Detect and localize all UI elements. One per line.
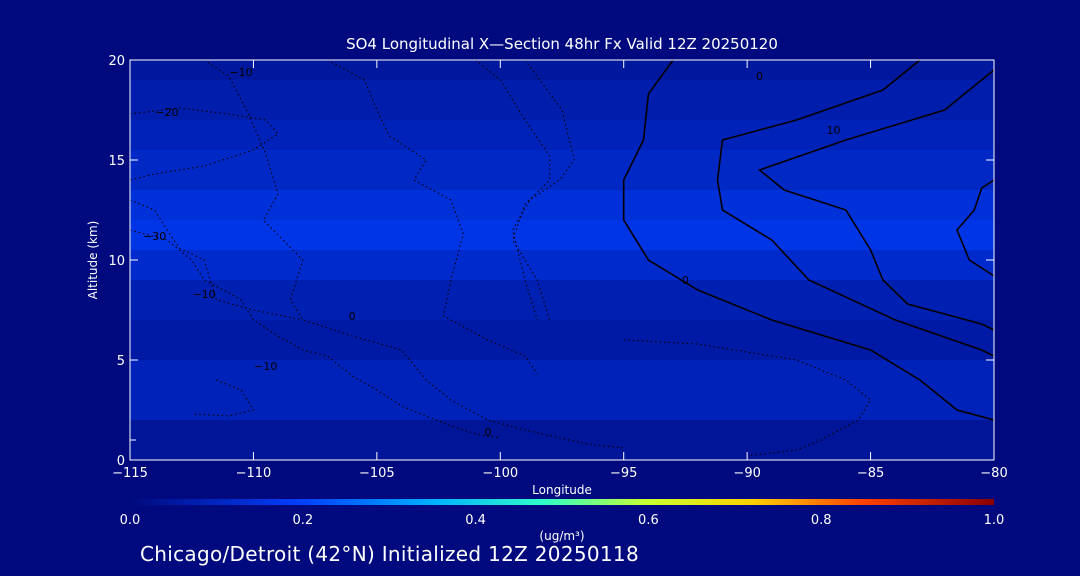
contour-line-solid [956, 179, 994, 277]
contour-label: −20 [155, 106, 178, 119]
chart-title: SO4 Longitudinal X—Section 48hr Fx Valid… [346, 35, 778, 53]
contour-line-dotted [130, 199, 303, 321]
contour-label: 10 [827, 124, 841, 137]
filled-contour-bands [130, 60, 994, 460]
colorbar-tick-label: 0.8 [811, 513, 832, 528]
x-tick-label: −115 [112, 466, 148, 481]
y-tick-label: 20 [108, 54, 125, 69]
filled-band [130, 360, 994, 420]
contour-label: 0 [682, 274, 689, 287]
contour-labels: −10 −20 −30 −10 −10 0 0 0 10 0 [143, 66, 840, 439]
x-tick-label: −95 [610, 466, 637, 481]
y-tick-label: 10 [108, 254, 125, 269]
contour-label: −10 [192, 288, 215, 301]
contour-line-dotted [130, 107, 279, 181]
filled-band [130, 190, 994, 220]
filled-band [130, 150, 994, 190]
y-axis-label: Altitude (km) [86, 221, 100, 300]
contour-label: 0 [756, 70, 763, 83]
colorbar-label: (ug/m³) [539, 529, 584, 543]
filled-band [130, 320, 994, 360]
contour-line-solid [757, 69, 994, 331]
contour-line-dotted [623, 339, 872, 457]
contour-line-dotted [191, 379, 255, 417]
contour-line-dotted [130, 229, 501, 439]
filled-band [130, 80, 994, 120]
contour-label: −10 [254, 360, 277, 373]
colorbar-tick-label: 0.2 [292, 513, 313, 528]
x-tick-label: −110 [236, 466, 272, 481]
colorbar-tick-label: 1.0 [984, 513, 1005, 528]
colorbar-ticks: 0.0 0.2 0.4 0.6 0.8 1.0 [120, 513, 1005, 528]
filled-band [130, 420, 994, 460]
footer-caption: Chicago/Detroit (42°N) Initialized 12Z 2… [140, 542, 639, 566]
x-tick-label: −85 [857, 466, 884, 481]
contour-line-solid [622, 60, 994, 421]
filled-band [130, 250, 994, 280]
contour-label: −30 [143, 230, 166, 243]
x-axis-label: Longitude [532, 483, 592, 497]
x-tick-label: −80 [980, 466, 1007, 481]
x-tick-label: −105 [359, 466, 395, 481]
contour-label: −10 [229, 66, 252, 79]
filled-band [130, 120, 994, 150]
x-tick-label: −90 [733, 466, 760, 481]
y-tick-label: 15 [108, 154, 125, 169]
contour-line-dotted [327, 60, 538, 375]
filled-band [130, 220, 994, 250]
y-tick-label: 0 [117, 454, 125, 469]
filled-band [130, 280, 994, 320]
x-tick-label: −100 [482, 466, 518, 481]
colorbar-tick-label: 0.0 [120, 513, 141, 528]
contour-label: 0 [484, 426, 491, 439]
y-tick-label: 5 [117, 354, 125, 369]
contour-lines [130, 60, 994, 457]
contour-label: 0 [349, 310, 356, 323]
contour-line-solid [716, 60, 994, 357]
filled-band [130, 60, 994, 80]
y-axis: 0 5 10 15 20 [108, 54, 994, 469]
colorbar-tick-label: 0.6 [638, 513, 659, 528]
colorbar-tick-label: 0.4 [465, 513, 486, 528]
x-axis: −115 −110 −105 −100 −95 −90 −85 −80 [112, 60, 1008, 481]
colorbar [130, 499, 994, 505]
